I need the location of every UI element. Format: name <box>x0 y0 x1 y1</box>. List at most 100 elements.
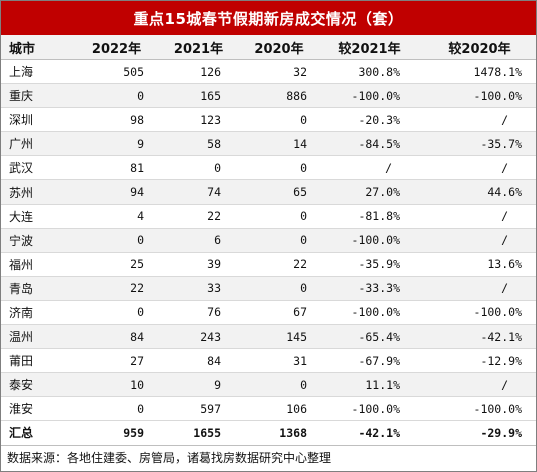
table-row: 莆田 27 84 31 -67.9% -12.9% <box>1 348 536 374</box>
value-2020-cell: 886 <box>242 83 316 109</box>
city-cell: 广州 <box>1 131 78 157</box>
change-vs2021-cell: -20.3% <box>316 107 423 133</box>
value-2020-cell: 14 <box>242 131 316 157</box>
value-2020-cell: 0 <box>242 107 316 133</box>
value-2020-cell: 22 <box>242 252 316 277</box>
value-2020-cell: 0 <box>242 372 316 398</box>
city-cell: 大连 <box>1 204 78 229</box>
header-vs2021: 较2021年 <box>316 35 423 60</box>
value-2022-cell: 9 <box>78 131 155 157</box>
source-note: 数据来源：各地住建委、房管局，诸葛找房数据研究中心整理 <box>7 451 332 465</box>
city-cell: 汇总 <box>1 420 78 446</box>
city-cell: 宁波 <box>1 228 78 253</box>
value-2021-cell: 22 <box>155 204 242 229</box>
value-2022-cell: 10 <box>78 372 155 398</box>
value-2021-cell: 126 <box>155 59 242 85</box>
value-2020-cell: 0 <box>242 276 316 301</box>
value-2022-cell: 0 <box>78 300 155 326</box>
value-2021-cell: 6 <box>155 228 242 253</box>
value-2021-cell: 84 <box>155 348 242 374</box>
value-2022-cell: 98 <box>78 107 155 133</box>
city-cell: 青岛 <box>1 276 78 301</box>
change-vs2020-cell: -100.0% <box>423 83 536 109</box>
value-2022-cell: 22 <box>78 276 155 301</box>
change-vs2020-cell: 1478.1% <box>423 59 536 85</box>
value-2021-cell: 123 <box>155 107 242 133</box>
value-2020-cell: 65 <box>242 179 316 205</box>
header-vs2020: 较2020年 <box>423 35 536 60</box>
change-vs2021-cell: -35.9% <box>316 252 423 277</box>
change-vs2021-cell: -65.4% <box>316 324 423 350</box>
change-vs2020-cell: 13.6% <box>423 252 536 277</box>
change-vs2020-cell: -12.9% <box>423 348 536 374</box>
change-vs2020-cell: / <box>423 372 536 398</box>
value-2021-cell: 74 <box>155 179 242 205</box>
city-cell: 济南 <box>1 300 78 326</box>
change-vs2020-cell: / <box>423 276 536 301</box>
change-vs2021-cell: 11.1% <box>316 372 423 398</box>
table-row: 苏州 94 74 65 27.0% 44.6% <box>1 179 536 205</box>
city-cell: 温州 <box>1 324 78 350</box>
value-2020-cell: 145 <box>242 324 316 350</box>
value-2022-cell: 27 <box>78 348 155 374</box>
change-vs2021-cell: -100.0% <box>316 396 423 422</box>
table-row: 深圳 98 123 0 -20.3% / <box>1 107 536 133</box>
change-vs2021-cell: -33.3% <box>316 276 423 301</box>
table-row: 武汉 81 0 0// <box>1 155 536 181</box>
table-row: 淮安 0 597 106 -100.0% -100.0% <box>1 396 536 422</box>
city-cell: 上海 <box>1 59 78 85</box>
table-row: 温州 84 243 145 -65.4% -42.1% <box>1 324 536 350</box>
value-2021-cell: 39 <box>155 252 242 277</box>
table-title: 重点15城春节假期新房成交情况（套） <box>1 1 536 35</box>
change-vs2021-cell: 27.0% <box>316 179 423 205</box>
change-vs2020-cell: -100.0% <box>423 396 536 422</box>
table-row: 福州 25 39 22 -35.9% 13.6% <box>1 252 536 277</box>
value-2020-cell: 0 <box>242 228 316 253</box>
value-2020-cell: 32 <box>242 59 316 85</box>
value-2021-cell: 243 <box>155 324 242 350</box>
table-row: 上海 505 126 32 300.8% 1478.1% <box>1 59 536 85</box>
change-vs2021-cell: / <box>316 155 423 181</box>
change-vs2020-cell: -35.7% <box>423 131 536 157</box>
change-vs2020-cell: / <box>423 155 536 181</box>
table-row: 重庆 0 165 886 -100.0% -100.0% <box>1 83 536 109</box>
value-2022-cell: 0 <box>78 83 155 109</box>
value-2022-cell: 0 <box>78 228 155 253</box>
change-vs2021-cell: -84.5% <box>316 131 423 157</box>
table-row: 广州 9 58 14 -84.5% -35.7% <box>1 131 536 157</box>
change-vs2021-cell: -100.0% <box>316 228 423 253</box>
value-2020-cell: 67 <box>242 300 316 326</box>
city-cell: 重庆 <box>1 83 78 109</box>
city-cell: 泰安 <box>1 372 78 398</box>
value-2022-cell: 25 <box>78 252 155 277</box>
value-2020-cell: 106 <box>242 396 316 422</box>
value-2022-cell: 84 <box>78 324 155 350</box>
value-2021-cell: 0 <box>155 155 242 181</box>
value-2022-cell: 81 <box>78 155 155 181</box>
value-2020-cell: 0 <box>242 204 316 229</box>
value-2021-cell: 165 <box>155 83 242 109</box>
value-2021-cell: 33 <box>155 276 242 301</box>
change-vs2021-cell: -81.8% <box>316 204 423 229</box>
value-2021-cell: 58 <box>155 131 242 157</box>
city-cell: 苏州 <box>1 179 78 205</box>
change-vs2021-cell: -100.0% <box>316 83 423 109</box>
value-2021-cell: 597 <box>155 396 242 422</box>
change-vs2020-cell: 44.6% <box>423 179 536 205</box>
value-2022-cell: 4 <box>78 204 155 229</box>
change-vs2021-cell: 300.8% <box>316 59 423 85</box>
city-cell: 福州 <box>1 252 78 277</box>
change-vs2021-cell: -42.1% <box>316 420 423 446</box>
city-cell: 淮安 <box>1 396 78 422</box>
change-vs2020-cell: -29.9% <box>423 420 536 446</box>
table-row: 青岛 22 33 0 -33.3% / <box>1 276 536 301</box>
value-2020-cell: 0 <box>242 155 316 181</box>
value-2022-cell: 959 <box>78 420 155 446</box>
value-2021-cell: 76 <box>155 300 242 326</box>
table-row: 济南 0 76 67 -100.0% -100.0% <box>1 300 536 326</box>
city-cell: 深圳 <box>1 107 78 133</box>
header-city: 城市 <box>1 35 78 60</box>
change-vs2020-cell: / <box>423 204 536 229</box>
table-body: 上海 505 126 32 300.8% 1478.1% 重庆 0 165 886 -100.0% -… <box>1 59 536 446</box>
